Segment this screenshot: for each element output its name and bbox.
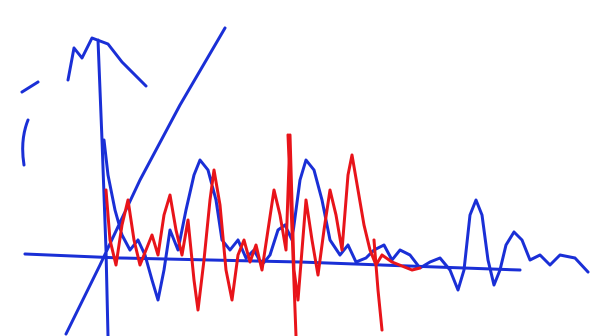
red-vertical-2 [372, 238, 384, 332]
red-vertical-1 [286, 133, 298, 336]
diagonal-stroke [64, 26, 227, 336]
top-squiggle [66, 36, 148, 88]
y-axis-stroke [96, 38, 110, 336]
left-mark-2 [21, 118, 30, 167]
left-mark-1 [20, 80, 40, 94]
red-wave [104, 133, 422, 312]
x-axis-stroke [23, 252, 522, 272]
